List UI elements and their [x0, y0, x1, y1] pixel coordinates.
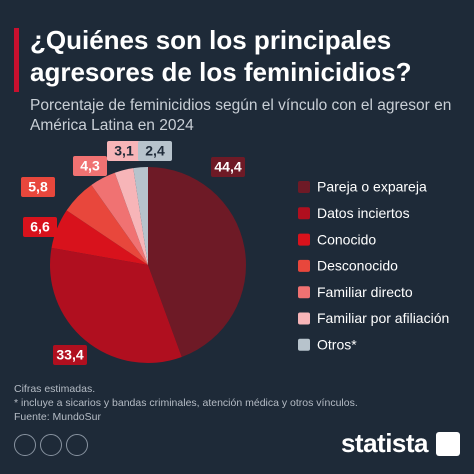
pie-slice [50, 247, 182, 363]
data-label: 5,8 [28, 179, 48, 195]
legend-swatch [298, 312, 310, 325]
by-icon [40, 434, 62, 456]
data-label: 6,6 [30, 219, 50, 235]
legend-label: Familiar directo [317, 284, 413, 300]
data-label-box [73, 156, 107, 176]
note: Fuente: MundoSur [14, 411, 101, 423]
legend-swatch [298, 259, 310, 272]
notes: Cifras estimadas. * incluye a sicarios y … [14, 382, 358, 424]
pie-slice [66, 184, 148, 265]
legend-label: Desconocido [317, 258, 398, 274]
brand: statista [340, 428, 429, 458]
data-label-box [138, 141, 172, 161]
pie-slice [91, 172, 148, 265]
data-label: 2,4 [145, 143, 165, 159]
data-label-box [53, 345, 87, 365]
chart-subtitle: Porcentaje de feminicidios según el vínc… [30, 97, 452, 134]
legend-swatch [298, 181, 310, 193]
data-label-box [107, 141, 141, 161]
legend-label: Conocido [317, 231, 376, 247]
pie-slice [51, 210, 148, 265]
pie-slice [133, 167, 148, 265]
data-label: 3,1 [114, 143, 134, 159]
data-label-box [23, 217, 57, 237]
accent-bar [14, 28, 19, 92]
data-label: 4,3 [80, 158, 100, 174]
legend-swatch [298, 233, 310, 246]
nd-icon [66, 434, 88, 456]
pie-slice [114, 168, 148, 265]
data-label: 33,4 [56, 347, 83, 363]
legend-label: Otros* [317, 337, 357, 353]
cc-icon [14, 434, 36, 456]
chart-title: ¿Quiénes son los principales agresores d… [30, 25, 412, 87]
pie-slice [148, 167, 246, 357]
note: Cifras estimadas. [14, 383, 96, 395]
legend-label: Pareja o expareja [317, 179, 427, 195]
data-label-box [21, 177, 55, 197]
data-label-box [211, 157, 245, 177]
data-label: 44,4 [214, 159, 241, 175]
legend-label: Datos inciertos [317, 205, 410, 221]
legend-label: Familiar por afiliación [317, 310, 449, 326]
brand-logo [436, 432, 460, 456]
legend-swatch [298, 338, 310, 351]
legend-swatch [298, 286, 310, 299]
note: * incluye a sicarios y bandas criminales… [14, 397, 358, 409]
legend-swatch [298, 207, 310, 220]
